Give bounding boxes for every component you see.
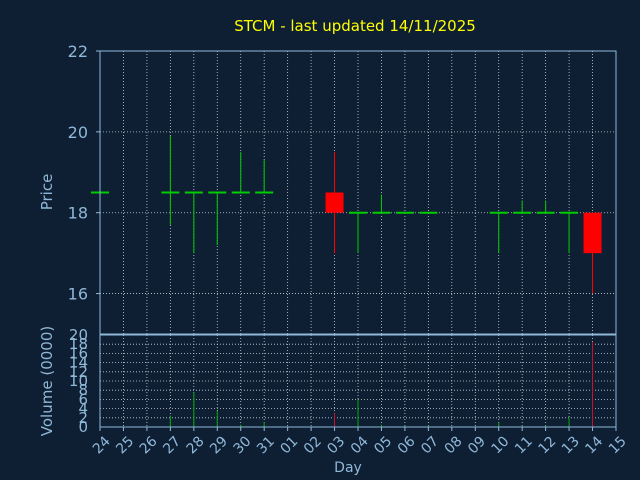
candle-body: [325, 192, 344, 213]
candle: [184, 191, 203, 254]
candle: [513, 200, 532, 214]
volume-tick-label: 16: [69, 344, 88, 362]
candle: [583, 212, 602, 294]
volume-tick-label: 18: [69, 335, 88, 353]
candle: [536, 200, 555, 214]
volume-tick-label: 6: [78, 390, 88, 408]
price-tick-label: 16: [68, 285, 88, 304]
volume-tick-label: 20: [69, 326, 88, 344]
price-axis-label: Price: [38, 174, 56, 211]
price-tick-label: 18: [68, 204, 88, 223]
candle: [231, 152, 250, 194]
candle: [208, 191, 227, 246]
volume-axis-label: Volume (0000): [38, 326, 56, 436]
volume-tick-label: 2: [78, 409, 88, 427]
price-tick-labels: 16 18 20 22: [68, 42, 100, 304]
candle: [161, 135, 180, 225]
price-tick-label: 22: [68, 42, 88, 61]
candle-body: [583, 212, 602, 254]
candle: [349, 211, 367, 254]
candle: [560, 211, 579, 254]
day-axis-label: Day: [334, 460, 362, 476]
volume-tick-label: 12: [69, 363, 88, 381]
volume-panel-frame: [99, 334, 617, 428]
price-panel-frame: [99, 50, 617, 335]
volume-tick-label: 0: [78, 418, 88, 436]
chart-title: STCM - last updated 14/11/2025: [234, 17, 476, 35]
candlesticks: [91, 135, 602, 294]
volume-tick-label: 8: [78, 381, 88, 399]
volume-tick-label: 14: [69, 354, 88, 372]
volume-tick-label: 10: [69, 372, 88, 390]
volume-bars: [169, 341, 594, 427]
candle: [255, 160, 274, 194]
candle: [372, 194, 391, 214]
candle: [325, 152, 344, 254]
price-tick-label: 20: [68, 123, 88, 142]
candle: [489, 211, 508, 254]
volume-tick-label: 4: [78, 400, 88, 418]
